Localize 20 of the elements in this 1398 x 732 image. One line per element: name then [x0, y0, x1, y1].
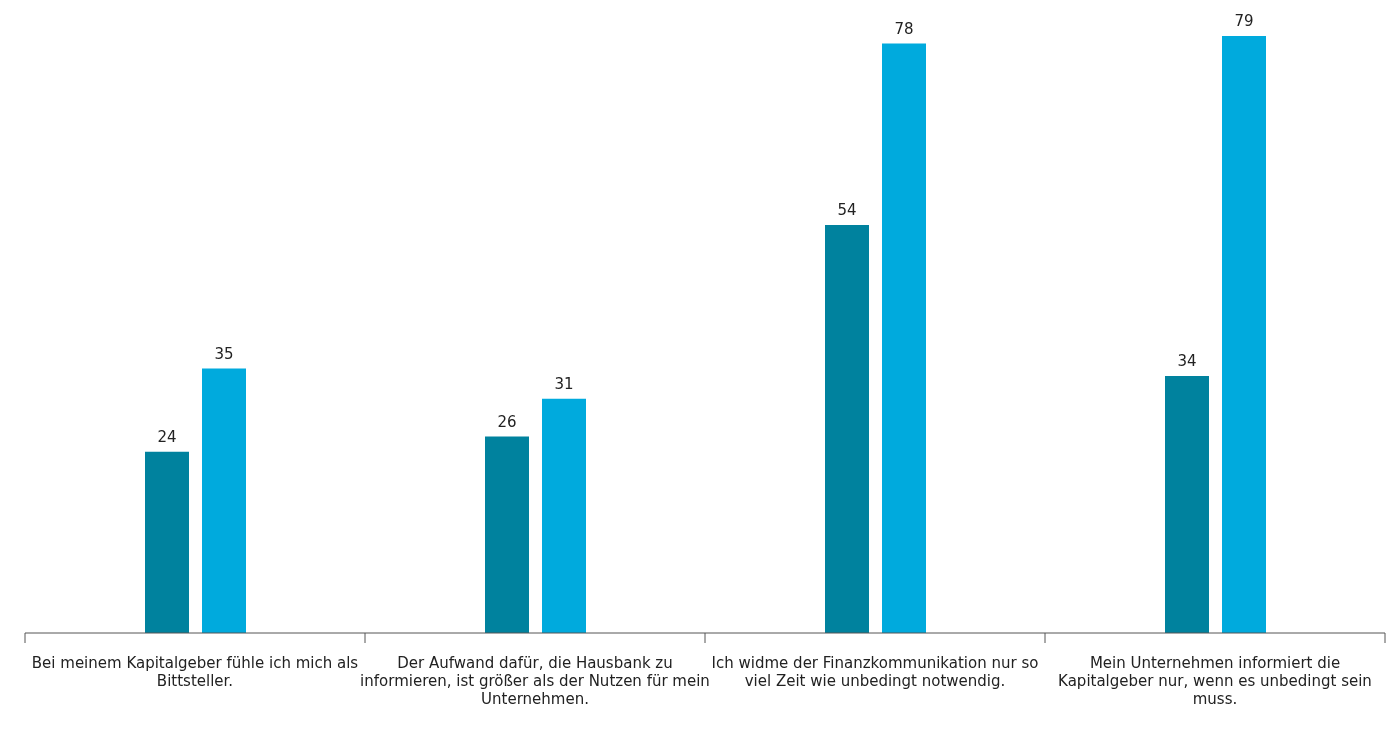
- data-label: 31: [554, 374, 574, 393]
- x-tick-label: Bei meinem Kapitalgeber fühle ich mich als Bittsteller.: [31, 653, 359, 690]
- bar: [542, 398, 586, 633]
- bar: [882, 43, 926, 633]
- data-label: 79: [1234, 12, 1254, 30]
- x-tick-label: Der Aufwand dafür, die Hausbank zu informieren, ist größer als der Nutzen für mein Unternehmen.: [360, 653, 710, 708]
- x-tick-label: Mein Unternehmen informiert die Kapitalgeber nur, wenn es unbedingt sein muss.: [1058, 653, 1372, 708]
- x-tick-label: Ich widme der Finanzkommunikation nur so viel Zeit wie unbedingt notwendig.: [711, 653, 1039, 690]
- data-label: 78: [894, 19, 914, 38]
- bar: [1165, 376, 1209, 633]
- bar: [145, 451, 189, 633]
- data-label: 54: [837, 200, 857, 219]
- bar: [202, 368, 246, 633]
- bar: [825, 224, 869, 633]
- bar: [485, 436, 529, 633]
- data-label: 24: [157, 427, 177, 446]
- data-label: 35: [214, 344, 234, 363]
- data-label: 26: [497, 412, 517, 431]
- bar: [1222, 36, 1266, 633]
- data-label: 34: [1177, 352, 1197, 371]
